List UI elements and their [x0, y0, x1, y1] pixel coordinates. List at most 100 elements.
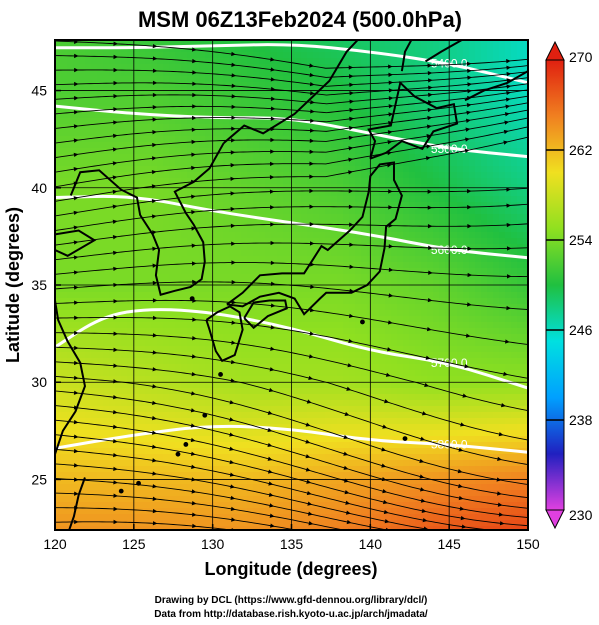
field-cell — [451, 394, 458, 401]
field-cell — [475, 376, 482, 383]
field-cell — [409, 100, 416, 107]
field-cell — [457, 322, 464, 329]
field-cell — [67, 352, 74, 359]
field-cell — [199, 322, 206, 329]
field-cell — [61, 286, 68, 293]
field-cell — [457, 136, 464, 143]
field-cell — [481, 388, 488, 395]
field-cell — [331, 82, 338, 89]
field-cell — [109, 244, 116, 251]
field-cell — [307, 322, 314, 329]
field-cell — [253, 58, 260, 65]
field-cell — [151, 184, 158, 191]
field-cell — [439, 64, 446, 71]
field-cell — [379, 46, 386, 53]
field-cell — [301, 178, 308, 185]
field-cell — [391, 268, 398, 275]
field-cell — [157, 238, 164, 245]
field-cell — [391, 238, 398, 245]
field-cell — [343, 400, 350, 407]
field-cell — [511, 94, 518, 101]
field-cell — [283, 406, 290, 413]
field-cell — [391, 280, 398, 287]
field-cell — [265, 316, 272, 323]
field-cell — [259, 184, 266, 191]
field-cell — [235, 142, 242, 149]
field-cell — [355, 244, 362, 251]
field-cell — [523, 52, 528, 59]
field-cell — [187, 322, 194, 329]
field-cell — [283, 184, 290, 191]
field-cell — [193, 244, 200, 251]
field-cell — [373, 244, 380, 251]
field-cell — [343, 112, 350, 119]
field-cell — [163, 250, 170, 257]
field-cell — [361, 256, 368, 263]
field-cell — [427, 190, 434, 197]
field-cell — [199, 76, 206, 83]
field-cell — [427, 376, 434, 383]
field-cell — [235, 208, 242, 215]
field-cell — [421, 340, 428, 347]
field-cell — [325, 286, 332, 293]
field-cell — [157, 118, 164, 125]
field-cell — [319, 370, 326, 377]
field-cell — [145, 232, 152, 239]
field-cell — [121, 232, 128, 239]
field-cell — [181, 232, 188, 239]
field-cell — [145, 250, 152, 257]
field-cell — [475, 244, 482, 251]
field-cell — [397, 178, 404, 185]
field-cell — [91, 112, 98, 119]
field-cell — [505, 208, 512, 215]
field-cell — [373, 316, 380, 323]
field-cell — [241, 274, 248, 281]
field-cell — [361, 382, 368, 389]
field-cell — [55, 112, 62, 119]
field-cell — [55, 382, 62, 389]
field-cell — [523, 304, 528, 311]
field-cell — [139, 232, 146, 239]
field-cell — [55, 40, 62, 47]
field-cell — [235, 148, 242, 155]
field-cell — [349, 346, 356, 353]
field-cell — [229, 154, 236, 161]
field-cell — [379, 328, 386, 335]
field-cell — [415, 118, 422, 125]
field-cell — [331, 148, 338, 155]
field-cell — [433, 208, 440, 215]
field-cell — [451, 262, 458, 269]
field-cell — [121, 208, 128, 215]
field-cell — [505, 112, 512, 119]
field-cell — [421, 292, 428, 299]
field-cell — [415, 178, 422, 185]
field-cell — [523, 310, 528, 317]
field-cell — [145, 346, 152, 353]
field-cell — [235, 70, 242, 77]
field-cell — [97, 64, 104, 71]
field-cell — [61, 88, 68, 95]
field-cell — [361, 178, 368, 185]
field-cell — [91, 178, 98, 185]
field-cell — [259, 382, 266, 389]
field-cell — [85, 262, 92, 269]
field-cell — [397, 100, 404, 107]
field-cell — [475, 52, 482, 59]
field-cell — [427, 130, 434, 137]
field-cell — [469, 52, 476, 59]
field-cell — [133, 274, 140, 281]
field-cell — [115, 304, 122, 311]
field-cell — [217, 292, 224, 299]
field-cell — [301, 334, 308, 341]
field-cell — [463, 94, 470, 101]
field-cell — [391, 100, 398, 107]
field-cell — [61, 370, 68, 377]
field-cell — [457, 412, 464, 419]
field-cell — [409, 250, 416, 257]
field-cell — [511, 154, 518, 161]
field-cell — [169, 46, 176, 53]
field-cell — [139, 316, 146, 323]
field-cell — [439, 88, 446, 95]
field-cell — [283, 364, 290, 371]
field-cell — [145, 202, 152, 209]
